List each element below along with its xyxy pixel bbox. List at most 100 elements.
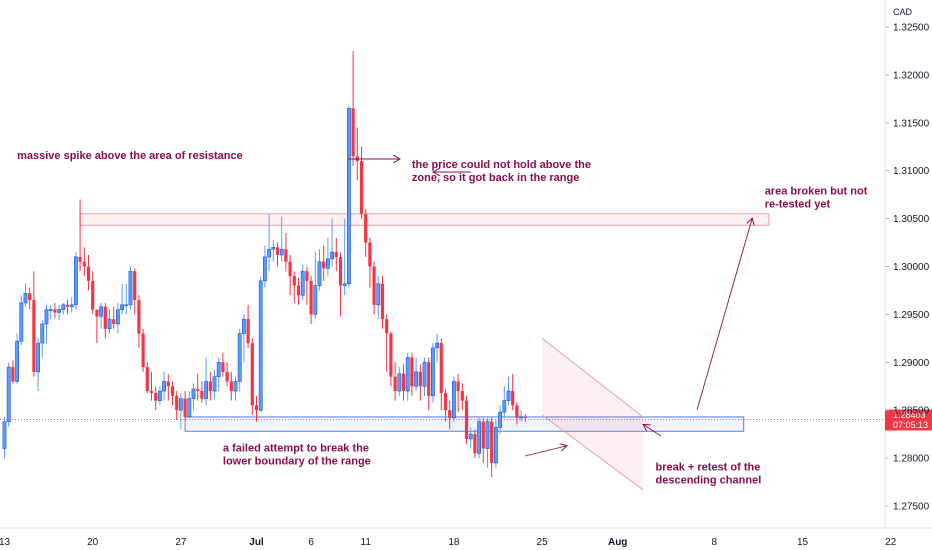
candle-bull [493, 427, 498, 464]
price-tick-label: 1.28000 [893, 454, 930, 465]
zones-layer [79, 213, 770, 491]
price-tick-label: 1.32500 [893, 23, 930, 34]
annotation-line: break + retest of the [656, 462, 761, 474]
candle-bull [128, 270, 133, 306]
candles-layer [2, 50, 527, 478]
candle-bear [65, 304, 70, 307]
candle-bear [515, 405, 519, 418]
candle-bear [91, 280, 95, 310]
candle-bull [317, 261, 322, 286]
candle-bear [439, 343, 443, 393]
annotation-arrow [696, 219, 752, 411]
candle-bear [78, 256, 82, 262]
candle-bear [229, 381, 233, 392]
candle-bull [204, 381, 209, 400]
candle-bull [187, 398, 192, 418]
time-tick-label: 25 [537, 537, 549, 548]
candle-bear [292, 276, 296, 286]
price-axis[interactable]: 1.32500 1.32000 1.31500 1.31000 1.30500 1.300… [885, 23, 930, 513]
candle-bull [69, 304, 74, 308]
candle-bull [376, 283, 381, 306]
candle-bull [2, 421, 7, 449]
candle-bear [364, 213, 368, 243]
candle-bear [380, 283, 385, 320]
descending-channel-fill [542, 338, 643, 490]
candle-bull [279, 248, 284, 256]
price-tick-label: 1.29500 [893, 310, 930, 321]
grid-layer [0, 0, 932, 529]
candle-bull [36, 342, 41, 373]
candle-bull [48, 309, 53, 311]
last-price-value: 1.28403 [893, 410, 926, 420]
candle-bull [435, 342, 440, 349]
time-tick-label: 22 [885, 537, 897, 548]
candle-bear [250, 343, 254, 406]
candle-bear [473, 434, 477, 454]
candle-bull [468, 433, 473, 440]
time-tick-label: Jul [249, 537, 264, 548]
candle-bull [99, 306, 104, 317]
candle-bear [393, 376, 397, 392]
time-tick-label: 20 [87, 537, 99, 548]
candle-bear [410, 357, 414, 387]
resistance-zone [79, 213, 770, 226]
channel-upper-line [541, 337, 644, 418]
candle-bull [258, 280, 263, 411]
price-tick-label: 1.32000 [893, 70, 930, 81]
candle-bull [237, 333, 242, 382]
candle-bear [221, 362, 225, 372]
candle-bear [309, 280, 313, 315]
candle-bear [368, 242, 372, 267]
candle-bear [385, 319, 389, 334]
candle-bull [422, 361, 427, 387]
last-price-tag [885, 409, 932, 431]
candle-bull [19, 302, 24, 342]
candle-bull [40, 323, 45, 344]
price-tick-label: 1.28500 [893, 406, 930, 417]
price-tick-label: 1.31500 [893, 118, 930, 129]
candle-bear [464, 400, 469, 439]
candle-bear [448, 410, 452, 418]
candle-bear [82, 261, 86, 267]
price-tick-label: 1.30500 [893, 214, 930, 225]
price-tick-label: 1.27500 [893, 502, 930, 513]
candle-bear [275, 247, 280, 256]
countdown-timer: 07:05:13 [893, 420, 928, 430]
candle-bull [405, 357, 410, 392]
candle-bear [149, 391, 154, 393]
currency-label: CAD [893, 7, 913, 17]
channel-lower-line [541, 414, 644, 491]
annotation-text: a failed attempt to break the lower bound… [223, 442, 371, 467]
candle-bear [145, 367, 149, 392]
candle-bear [511, 391, 515, 406]
candle-bear [284, 249, 288, 262]
annotation-line: area broken but not [765, 186, 868, 198]
candle-bear [166, 381, 170, 387]
time-tick-label: 11 [361, 537, 372, 548]
annotation-line: a failed attempt to break the [223, 442, 369, 454]
candle-bear [53, 309, 57, 313]
time-axis[interactable]: 13 20 27 Jul 6 11 18 25 Aug 8 15 22 [0, 537, 897, 548]
candle-bear [481, 421, 485, 449]
candle-bear [95, 309, 99, 317]
candle-bull [191, 388, 196, 400]
annotation-line: descending channel [656, 475, 762, 487]
time-tick-label: 13 [0, 537, 10, 548]
candle-bull [158, 390, 162, 401]
candle-bull [61, 304, 66, 310]
candle-bear [196, 389, 200, 392]
annotation-line: re-tested yet [765, 199, 831, 211]
candle-bear [334, 252, 338, 257]
candle-bull [271, 247, 276, 250]
candle-bull [162, 381, 167, 392]
annotation-text: massive spike above the area of resistan… [17, 150, 243, 162]
candle-bear [200, 391, 204, 399]
annotation-text: area broken but not re-tested yet [765, 186, 868, 211]
candle-bull [330, 251, 335, 260]
candle-bear [32, 300, 36, 372]
candle-bear [137, 300, 141, 334]
candle-bear [254, 405, 259, 411]
candle-bear [338, 256, 343, 286]
candle-bull [502, 400, 507, 413]
